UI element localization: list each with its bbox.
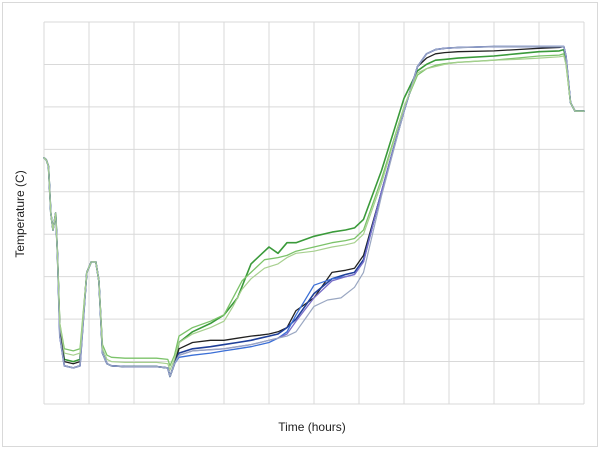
series-line-8 bbox=[43, 55, 585, 371]
series-line-3 bbox=[43, 45, 585, 378]
chart-area bbox=[2, 2, 598, 447]
gridlines bbox=[43, 21, 585, 405]
y-axis-title: Temperature (C) bbox=[13, 170, 27, 257]
series-line-7 bbox=[43, 45, 585, 377]
x-axis-title: Time (hours) bbox=[278, 420, 346, 434]
series-group bbox=[43, 45, 585, 378]
